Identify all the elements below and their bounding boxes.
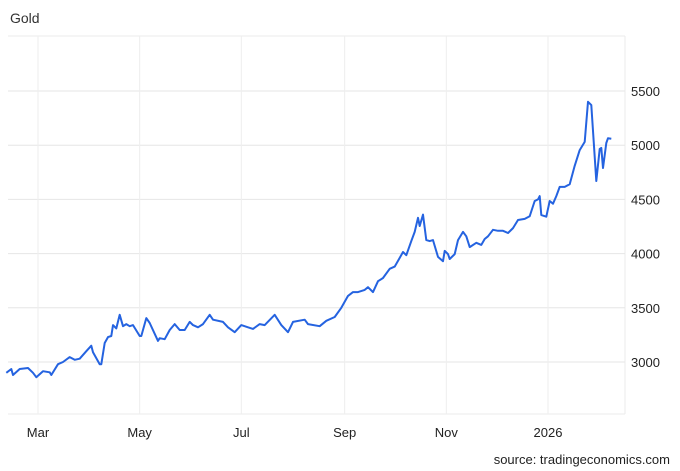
y-tick-label: 5000 bbox=[631, 138, 660, 153]
y-tick-label: 5500 bbox=[631, 84, 660, 99]
y-tick-label: 4500 bbox=[631, 192, 660, 207]
chart-title: Gold bbox=[10, 10, 40, 26]
y-tick-label: 3000 bbox=[631, 355, 660, 370]
x-tick-label: Nov bbox=[435, 425, 459, 440]
x-tick-label: May bbox=[127, 425, 152, 440]
x-tick-label: 2026 bbox=[534, 425, 563, 440]
x-tick-label: Mar bbox=[27, 425, 50, 440]
x-tick-label: Jul bbox=[233, 425, 250, 440]
gold-price-line bbox=[5, 100, 612, 379]
source-label: source: tradingeconomics.com bbox=[494, 452, 670, 467]
x-tick-label: Sep bbox=[333, 425, 356, 440]
y-tick-label: 3500 bbox=[631, 301, 660, 316]
y-tick-label: 4000 bbox=[631, 247, 660, 262]
